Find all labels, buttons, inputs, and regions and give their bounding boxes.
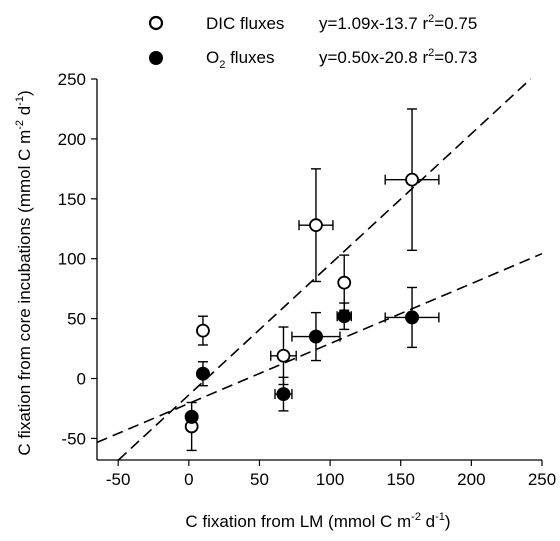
point-dic xyxy=(196,323,210,338)
x-tick-label: 100 xyxy=(316,470,344,489)
legend-entry-dic: DIC fluxes y=1.09x-13.7 r2=0.75 xyxy=(148,13,477,33)
x-axis-title: C fixation from LM (mmol C m-2 d-1) xyxy=(185,511,450,531)
y-axis-title-mid: d xyxy=(15,106,34,120)
legend-entry-o2: O2 fluxes y=0.50x-20.8 r2=0.73 xyxy=(149,47,477,71)
fit-line-o2 xyxy=(96,252,543,444)
x-tick-label: 0 xyxy=(184,470,193,489)
y-axis-title-main: C fixation from core incubations (mmol C… xyxy=(15,130,34,456)
x-axis-title-mid: d xyxy=(421,512,435,531)
y-ticks: -50 0 50 100 150 200 250 xyxy=(58,70,97,448)
equation-o2-part2: =0.73 xyxy=(434,48,477,67)
equation-o2-sup: 2 xyxy=(428,47,434,59)
y-axis-title: C fixation from core incubations (mmol C… xyxy=(14,90,34,455)
point-dic xyxy=(276,348,291,363)
legend-label-dic: DIC fluxes xyxy=(206,14,284,33)
point-o2 xyxy=(276,387,291,402)
y-tick-label: 0 xyxy=(77,370,86,389)
y-axis-title-sup2: -1 xyxy=(14,96,26,106)
x-axis-title-end: ) xyxy=(445,512,451,531)
x-tick-label: 250 xyxy=(528,470,556,489)
legend-label-o2-base: O xyxy=(206,48,219,67)
point-o2 xyxy=(405,310,420,325)
legend-equation-dic: y=1.09x-13.7 r2=0.75 xyxy=(319,13,477,33)
fit-lines xyxy=(96,78,543,461)
legend-label-o2-sub: 2 xyxy=(219,59,225,71)
point-dic xyxy=(309,218,323,233)
x-ticks: -50 0 50 100 150 200 250 xyxy=(106,460,556,489)
x-axis-title-sup1: -2 xyxy=(411,511,421,523)
point-o2 xyxy=(337,309,352,324)
fit-line-dic xyxy=(117,78,532,461)
y-tick-label: 50 xyxy=(67,310,86,329)
equation-o2-part1: y=0.50x-20.8 r xyxy=(319,48,428,67)
equation-dic-part2: =0.75 xyxy=(434,14,477,33)
x-axis-title-main: C fixation from LM (mmol C m xyxy=(185,512,411,531)
equation-dic-part1: y=1.09x-13.7 r xyxy=(319,14,428,33)
x-axis-title-sup2: -1 xyxy=(435,511,445,523)
x-tick-label: -50 xyxy=(106,470,131,489)
point-dic xyxy=(405,172,419,187)
legend-equation-o2: y=0.50x-20.8 r2=0.73 xyxy=(319,47,477,67)
equation-dic-sup: 2 xyxy=(428,13,434,25)
legend: DIC fluxes y=1.09x-13.7 r2=0.75 O2 fluxe… xyxy=(148,13,477,71)
legend-marker-dic xyxy=(148,15,164,31)
y-axis-title-end: ) xyxy=(15,90,34,96)
y-tick-label: 250 xyxy=(58,70,86,89)
point-dic xyxy=(337,275,352,290)
y-tick-label: -50 xyxy=(61,429,86,448)
x-tick-label: 150 xyxy=(387,470,415,489)
legend-label-o2: O2 fluxes xyxy=(206,48,275,71)
point-o2 xyxy=(308,329,323,344)
y-tick-label: 150 xyxy=(58,190,86,209)
legend-label-o2-rest: fluxes xyxy=(225,48,274,67)
point-o2 xyxy=(184,409,199,424)
data-points xyxy=(184,172,420,434)
x-tick-label: 200 xyxy=(457,470,485,489)
point-o2 xyxy=(195,366,210,381)
y-axis-title-sup1: -2 xyxy=(14,120,26,130)
x-tick-label: 50 xyxy=(250,470,269,489)
y-tick-label: 200 xyxy=(58,130,86,149)
y-tick-label: 100 xyxy=(58,250,86,269)
legend-marker-o2 xyxy=(149,51,163,65)
